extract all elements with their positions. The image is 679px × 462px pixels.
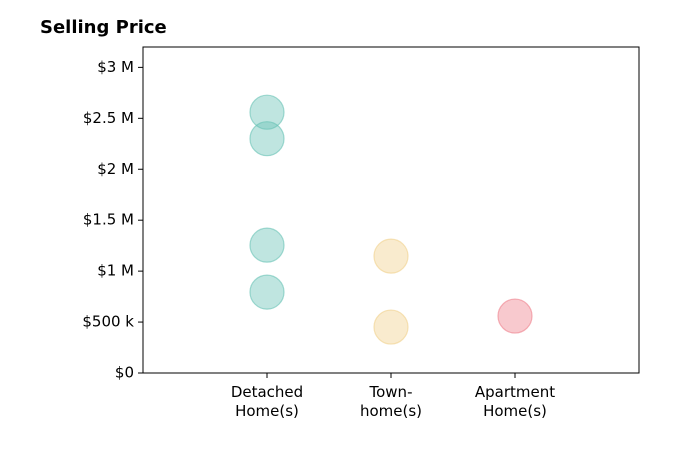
point [373, 238, 409, 274]
y-tick-label: $1.5 M [83, 211, 134, 229]
y-tick-label: $3 M [97, 58, 134, 76]
y-tick-label: $2.5 M [83, 109, 134, 127]
chart-title: Selling Price [40, 17, 167, 38]
x-tick-label: Detached Home(s) [230, 383, 304, 420]
y-tick-label: $500 k [82, 313, 134, 331]
x-tick-label: Town- home(s) [359, 383, 423, 420]
point [249, 94, 285, 130]
y-tick-label: $2 M [97, 160, 134, 178]
point [249, 227, 285, 263]
point [249, 274, 285, 310]
point [373, 309, 409, 345]
y-tick-label: $0 [115, 364, 134, 382]
x-tick-label: Apartment Home(s) [474, 383, 556, 420]
point [249, 121, 285, 157]
y-tick-label: $1 M [97, 262, 134, 280]
point [497, 298, 533, 334]
